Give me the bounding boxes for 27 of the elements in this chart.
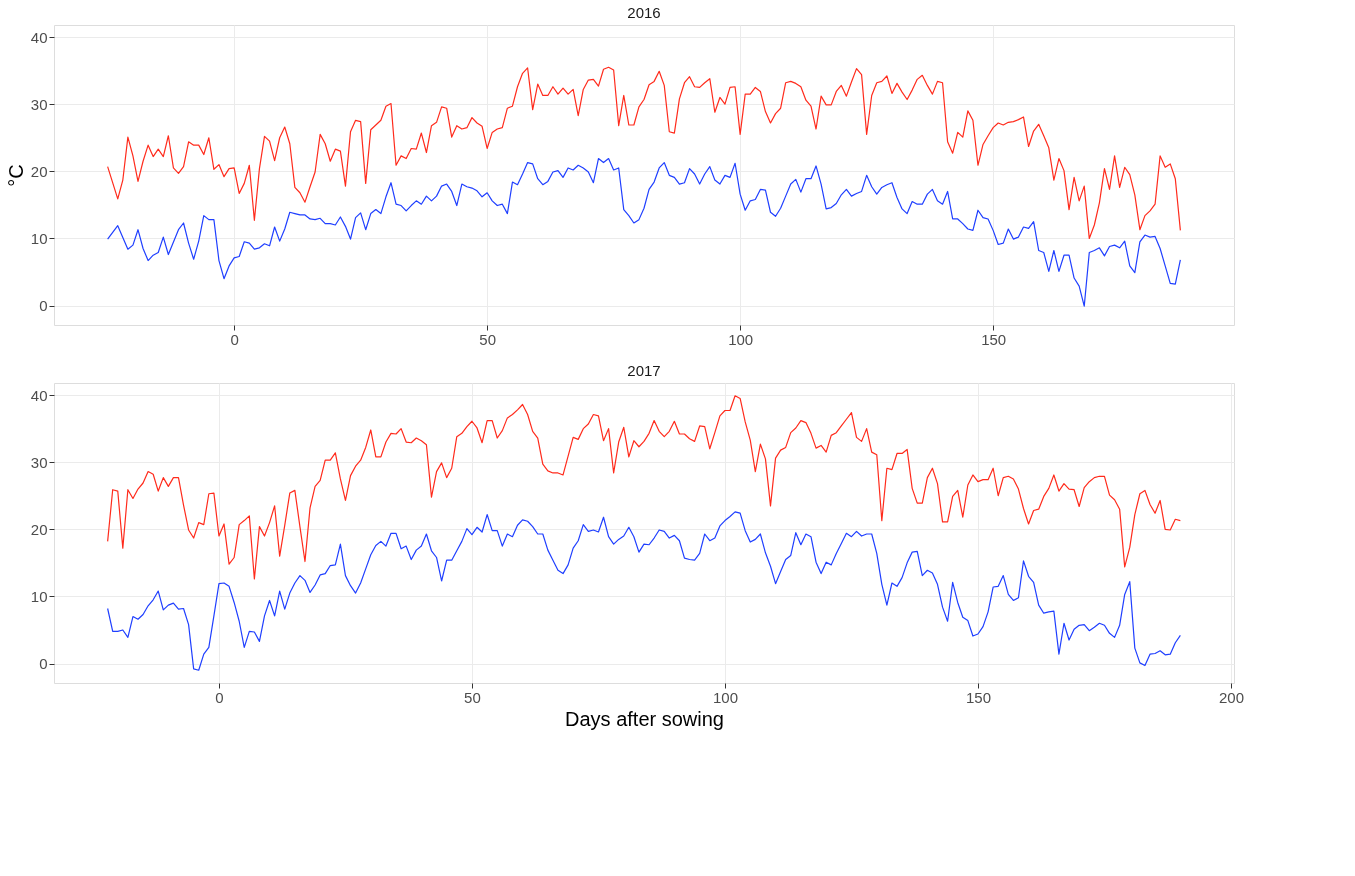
y-tick-label: 40 bbox=[30, 28, 48, 46]
y-tick-label: 10 bbox=[30, 229, 48, 247]
y-tick-label: 40 bbox=[30, 386, 48, 404]
x-tick-label: 0 bbox=[230, 330, 239, 348]
x-tick-label: 0 bbox=[215, 688, 224, 706]
y-tick-label: 20 bbox=[30, 162, 48, 180]
x-tick-label: 150 bbox=[965, 688, 991, 706]
chart-title: 2016 bbox=[627, 4, 661, 21]
y-tick-label: 0 bbox=[39, 655, 48, 673]
x-tick-label: 50 bbox=[464, 688, 481, 706]
x-tick-label: 100 bbox=[728, 330, 754, 348]
x-axis-title: Days after sowing bbox=[565, 707, 724, 730]
y-axis-title: °C bbox=[4, 164, 27, 187]
y-tick-label: 30 bbox=[30, 95, 48, 113]
x-tick-label: 200 bbox=[1218, 688, 1244, 706]
line-series bbox=[107, 157, 1181, 307]
x-tick-label: 150 bbox=[981, 330, 1007, 348]
line-series bbox=[107, 66, 1181, 240]
line-series bbox=[107, 511, 1181, 671]
line-series bbox=[107, 395, 1181, 580]
x-tick-label: 100 bbox=[712, 688, 738, 706]
y-tick-label: 30 bbox=[30, 453, 48, 471]
y-tick-label: 0 bbox=[39, 297, 48, 315]
y-tick-label: 20 bbox=[30, 520, 48, 538]
y-tick-label: 10 bbox=[30, 587, 48, 605]
chart-title: 2017 bbox=[627, 362, 661, 379]
x-tick-label: 50 bbox=[479, 330, 496, 348]
